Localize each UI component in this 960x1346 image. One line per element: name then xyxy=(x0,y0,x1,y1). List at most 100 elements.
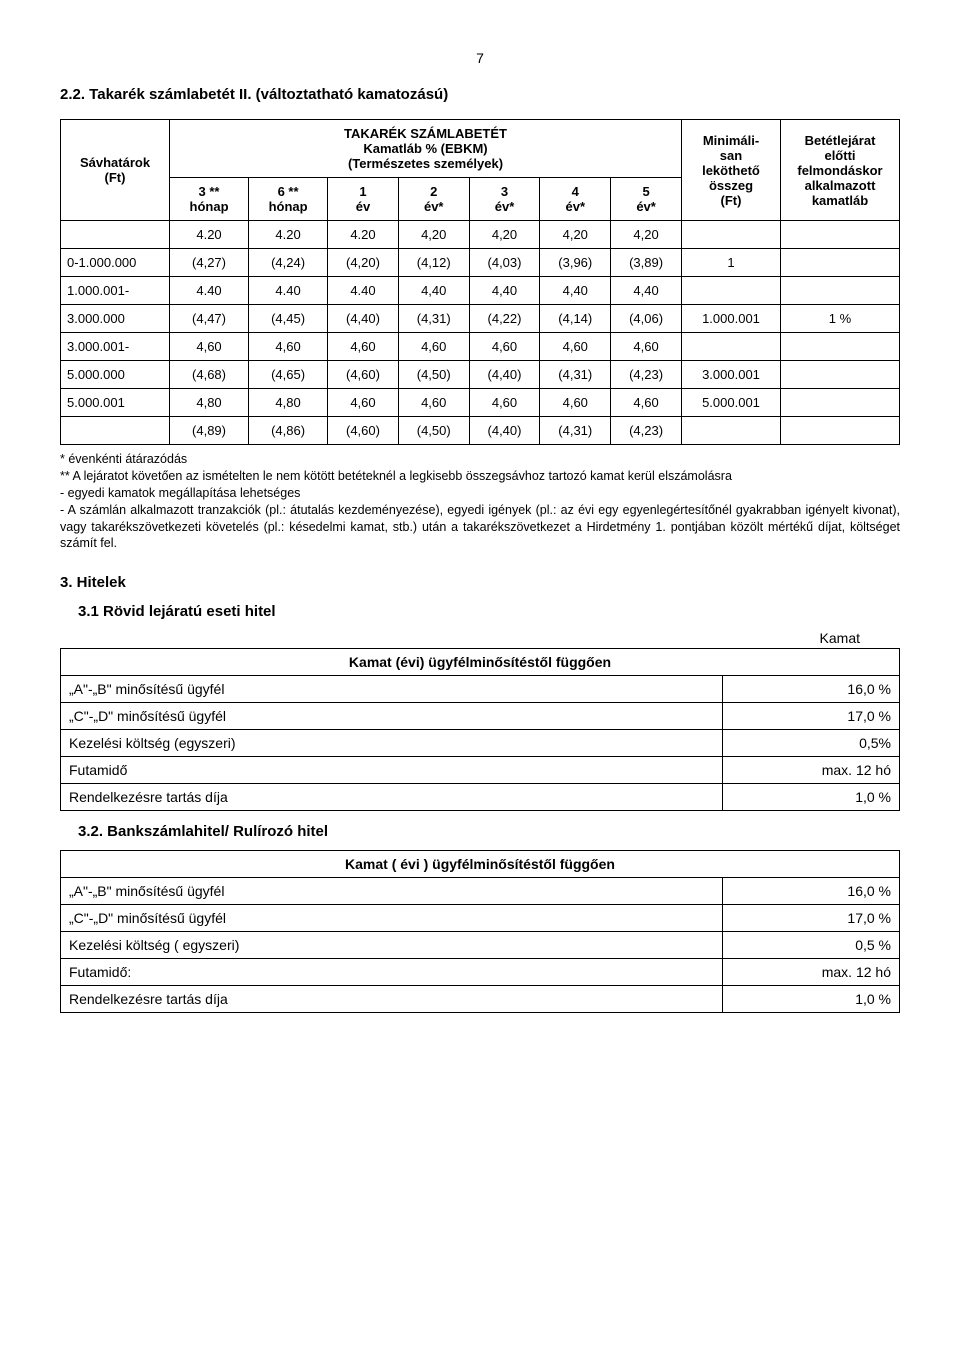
subhead: 5 év* xyxy=(611,178,682,221)
label-cell: „C"-„D" minősítésű ügyfél xyxy=(61,703,723,730)
page-number: 7 xyxy=(60,50,900,66)
value-cell: max. 12 hó xyxy=(723,959,900,986)
data-cell: 4,80 xyxy=(249,389,328,417)
value-cell: 1,0 % xyxy=(723,784,900,811)
value-cell: 0,5% xyxy=(723,730,900,757)
data-cell: 4,60 xyxy=(540,333,611,361)
data-cell: (4,31) xyxy=(540,361,611,389)
value-cell: 17,0 % xyxy=(723,905,900,932)
min-cell xyxy=(682,221,781,249)
data-cell: 4.20 xyxy=(249,221,328,249)
last-cell xyxy=(781,361,900,389)
min-cell: 1.000.001 xyxy=(682,305,781,333)
table32-title: Kamat ( évi ) ügyfélminősítéstől függően xyxy=(61,851,900,878)
data-cell: (4,45) xyxy=(249,305,328,333)
value-cell: 0,5 % xyxy=(723,932,900,959)
kamat-label: Kamat xyxy=(60,630,900,646)
value-cell: 16,0 % xyxy=(723,878,900,905)
data-cell: (4,12) xyxy=(398,249,469,277)
sub32-title: 3.2. Bankszámlahitel/ Rulírozó hitel xyxy=(78,823,900,840)
last-cell xyxy=(781,333,900,361)
row-label: 3.000.000 xyxy=(61,305,170,333)
label-cell: Kezelési költség (egyszeri) xyxy=(61,730,723,757)
label-cell: Rendelkezésre tartás díja xyxy=(61,986,723,1013)
data-cell: 4.20 xyxy=(328,221,399,249)
data-cell: 4,60 xyxy=(469,333,540,361)
label-cell: „A"-„B" minősítésű ügyfél xyxy=(61,878,723,905)
data-cell: (4,40) xyxy=(328,305,399,333)
footnote: * évenkénti átárazódás ** A lejáratot kö… xyxy=(60,451,900,552)
data-cell: (4,31) xyxy=(540,417,611,445)
data-cell: (4,50) xyxy=(398,417,469,445)
row-label: 0-1.000.000 xyxy=(61,249,170,277)
data-cell: (3,96) xyxy=(540,249,611,277)
min-cell: 3.000.001 xyxy=(682,361,781,389)
label-cell: Futamidő: xyxy=(61,959,723,986)
data-cell: 4,60 xyxy=(170,333,249,361)
data-cell: (4,60) xyxy=(328,417,399,445)
subhead: 1 év xyxy=(328,178,399,221)
data-cell: (4,20) xyxy=(328,249,399,277)
data-cell: 4.40 xyxy=(328,277,399,305)
subhead: 2 év* xyxy=(398,178,469,221)
data-cell: (4,24) xyxy=(249,249,328,277)
sub31-title: 3.1 Rövid lejáratú eseti hitel xyxy=(78,603,900,620)
col-min: Minimáli- san leköthető összeg (Ft) xyxy=(682,120,781,221)
row-label: 5.000.000 xyxy=(61,361,170,389)
last-cell xyxy=(781,277,900,305)
data-cell: (4,68) xyxy=(170,361,249,389)
min-cell: 1 xyxy=(682,249,781,277)
row-label xyxy=(61,417,170,445)
data-cell: (4,14) xyxy=(540,305,611,333)
data-cell: 4,20 xyxy=(540,221,611,249)
data-cell: (4,60) xyxy=(328,361,399,389)
min-cell xyxy=(682,333,781,361)
value-cell: 16,0 % xyxy=(723,676,900,703)
value-cell: 17,0 % xyxy=(723,703,900,730)
col-last: Betétlejárat előtti felmondáskor alkalma… xyxy=(781,120,900,221)
data-cell: 4,20 xyxy=(398,221,469,249)
last-cell xyxy=(781,417,900,445)
data-cell: 4,40 xyxy=(540,277,611,305)
min-cell xyxy=(682,417,781,445)
main-data-table: Sávhatárok (Ft) TAKARÉK SZÁMLABETÉT Kama… xyxy=(60,119,900,445)
value-cell: max. 12 hó xyxy=(723,757,900,784)
data-cell: (4,06) xyxy=(611,305,682,333)
last-cell xyxy=(781,389,900,417)
last-cell xyxy=(781,221,900,249)
subhead: 3 év* xyxy=(469,178,540,221)
data-cell: 4,60 xyxy=(611,389,682,417)
data-cell: (4,03) xyxy=(469,249,540,277)
data-cell: 4,20 xyxy=(611,221,682,249)
data-cell: 4.40 xyxy=(170,277,249,305)
hitelek-title: 3. Hitelek xyxy=(60,574,900,591)
data-cell: (4,50) xyxy=(398,361,469,389)
label-cell: „C"-„D" minősítésű ügyfél xyxy=(61,905,723,932)
subhead: 3 ** hónap xyxy=(170,178,249,221)
data-cell: (4,47) xyxy=(170,305,249,333)
data-cell: (4,27) xyxy=(170,249,249,277)
data-cell: (4,31) xyxy=(398,305,469,333)
row-label: 3.000.001- xyxy=(61,333,170,361)
data-cell: 4,60 xyxy=(328,333,399,361)
label-cell: Futamidő xyxy=(61,757,723,784)
data-cell: (4,40) xyxy=(469,361,540,389)
data-cell: 4,60 xyxy=(398,389,469,417)
data-cell: (4,23) xyxy=(611,361,682,389)
data-cell: (4,86) xyxy=(249,417,328,445)
data-cell: 4,60 xyxy=(540,389,611,417)
data-cell: 4,20 xyxy=(469,221,540,249)
row-label: 1.000.001- xyxy=(61,277,170,305)
section-title: 2.2. Takarék számlabetét II. (változtath… xyxy=(60,86,900,103)
last-cell xyxy=(781,249,900,277)
data-cell: 4,40 xyxy=(469,277,540,305)
min-cell: 5.000.001 xyxy=(682,389,781,417)
data-cell: 4.40 xyxy=(249,277,328,305)
data-cell: (4,23) xyxy=(611,417,682,445)
subhead: 4 év* xyxy=(540,178,611,221)
row-label xyxy=(61,221,170,249)
label-cell: Kezelési költség ( egyszeri) xyxy=(61,932,723,959)
table-31: Kamat (évi) ügyfélminősítéstől függően „… xyxy=(60,648,900,811)
min-cell xyxy=(682,277,781,305)
data-cell: 4,80 xyxy=(170,389,249,417)
